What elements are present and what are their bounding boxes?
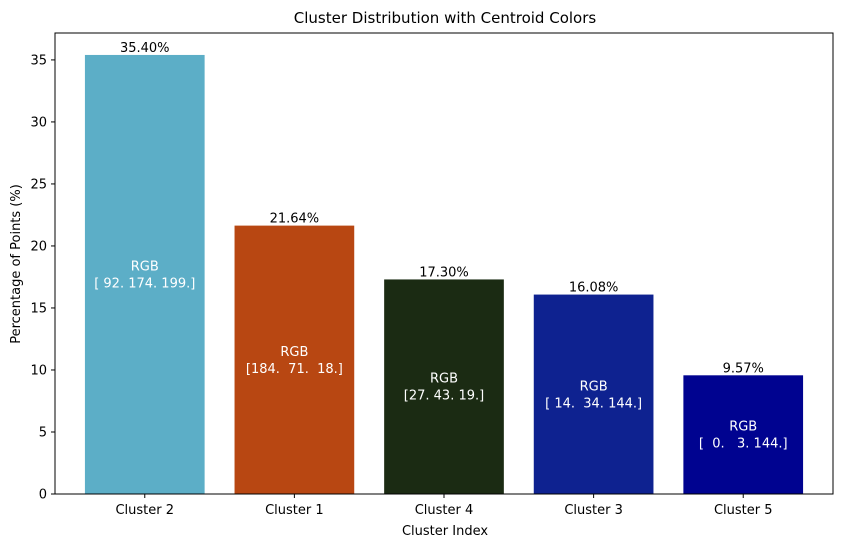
y-tick-label: 35 xyxy=(30,53,47,68)
x-tick-label: Cluster 2 xyxy=(115,503,174,518)
bar xyxy=(533,294,654,494)
bar-rgb-heading: RGB xyxy=(430,372,458,387)
bar xyxy=(84,54,205,494)
bar xyxy=(384,279,504,494)
bar-rgb-value: [184. 71. 18.] xyxy=(246,362,343,377)
y-tick-label: 15 xyxy=(30,301,47,316)
data-label: 16.08% xyxy=(569,281,619,296)
y-tick-label: 5 xyxy=(39,425,47,440)
data-label: 17.30% xyxy=(419,265,469,280)
bar-rgb-value: [ 92. 174. 199.] xyxy=(94,276,195,291)
chart-title: Cluster Distribution with Centroid Color… xyxy=(294,9,597,27)
bar-rgb-heading: RGB xyxy=(131,259,159,274)
y-tick-label: 20 xyxy=(30,239,47,254)
y-tick-label: 10 xyxy=(30,363,47,378)
bar-rgb-value: [ 14. 34. 144.] xyxy=(545,396,642,411)
x-tick-label: Cluster 5 xyxy=(714,503,773,518)
y-axis-label: Percentage of Points (%) xyxy=(9,184,24,344)
x-tick-label: Cluster 3 xyxy=(564,503,623,518)
y-tick-label: 30 xyxy=(30,115,47,130)
plot-area: 35.40% RGB [ 92. 174. 199.] Cluster 2 21.64%… xyxy=(30,32,834,518)
plot-frame xyxy=(54,32,834,495)
bar-rgb-value: [27. 43. 19.] xyxy=(404,389,484,404)
data-label: 35.40% xyxy=(120,41,170,56)
bar xyxy=(234,225,355,494)
y-tick-label: 25 xyxy=(30,177,47,192)
bar-rgb-value: [ 0. 3. 144.] xyxy=(699,437,788,452)
data-label: 9.57% xyxy=(723,361,764,376)
x-axis-label: Cluster Index xyxy=(402,524,488,539)
bar-rgb-heading: RGB xyxy=(729,420,757,435)
bar xyxy=(683,375,804,494)
data-label: 21.64% xyxy=(270,212,320,227)
x-tick-label: Cluster 4 xyxy=(415,503,474,518)
y-tick-label: 0 xyxy=(39,488,47,503)
bar-rgb-heading: RGB xyxy=(580,379,608,394)
x-tick-label: Cluster 1 xyxy=(265,503,324,518)
bar-rgb-heading: RGB xyxy=(280,345,308,360)
